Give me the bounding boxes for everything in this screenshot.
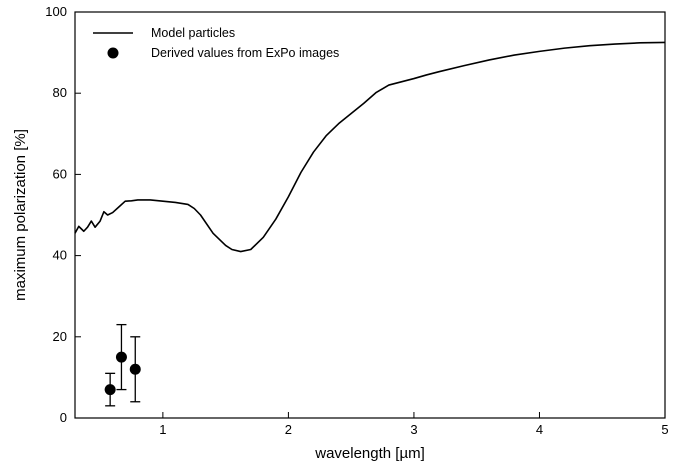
- series-layer: [74, 41, 666, 407]
- y-tick-label: 0: [60, 410, 67, 425]
- y-tick-label: 20: [53, 329, 67, 344]
- y-tick-label: 40: [53, 248, 67, 263]
- y-tick-label: 100: [45, 4, 67, 19]
- x-tick-label: 1: [159, 422, 166, 437]
- y-tick-label: 60: [53, 166, 67, 181]
- x-axis-ticks: 1 2 3 4 5: [159, 412, 669, 437]
- x-tick-label: 2: [285, 422, 292, 437]
- x-axis-label: wavelength [µm]: [314, 445, 425, 462]
- data-point: [129, 363, 141, 375]
- y-tick-label: 80: [53, 85, 67, 100]
- x-tick-label: 3: [410, 422, 417, 437]
- legend: Model particles Derived values from ExPo …: [93, 26, 339, 60]
- y-axis-ticks: 0 20 40 60 80 100: [45, 4, 81, 425]
- data-point: [115, 351, 127, 363]
- legend-point-swatch: [107, 47, 119, 59]
- plot-frame: [74, 11, 666, 419]
- x-tick-label: 5: [661, 422, 668, 437]
- legend-label-model-particles: Model particles: [151, 26, 235, 40]
- legend-label-derived-values: Derived values from ExPo images: [151, 46, 339, 60]
- data-point: [104, 384, 116, 396]
- x-tick-label: 4: [536, 422, 543, 437]
- y-axis-label: maximum polarization [%]: [12, 129, 29, 301]
- model-particles-line: [74, 41, 666, 253]
